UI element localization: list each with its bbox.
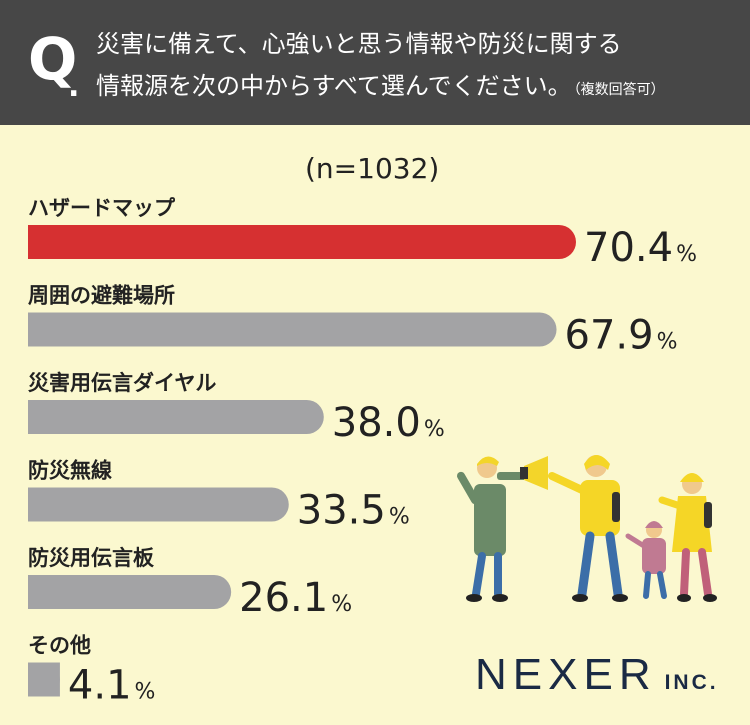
question-line-1: 災害に備えて、心強いと思う情報や防災に関する — [96, 30, 622, 58]
bar — [28, 487, 289, 522]
bar — [28, 400, 324, 434]
value-unit: % — [424, 417, 445, 442]
value-number: 67.9 — [565, 313, 654, 359]
value-number: 33.5 — [297, 488, 386, 534]
bar-left-edge — [28, 312, 62, 347]
value-unit: % — [331, 592, 352, 617]
bar — [28, 225, 576, 259]
question-header: Q . 災害に備えて、心強いと思う情報や防災に関する 情報源を次の中からすべて選… — [0, 0, 750, 125]
brand-logo: NEXER INC. — [475, 650, 719, 700]
bar-left-edge — [28, 225, 62, 259]
person-child — [625, 521, 667, 599]
value-unit: % — [389, 505, 410, 530]
bar — [28, 312, 557, 347]
value-label: 4.1% — [68, 663, 156, 709]
person-father — [548, 455, 628, 602]
sample-size-label: (n=1032) — [305, 152, 440, 185]
value-unit: % — [135, 680, 156, 705]
bar-left-edge — [28, 400, 62, 434]
value-number: 26.1 — [239, 575, 328, 621]
category-label: その他 — [28, 634, 91, 658]
question-mark: Q — [28, 25, 78, 93]
value-number: 70.4 — [584, 225, 673, 271]
value-label: 70.4% — [584, 225, 697, 271]
value-label: 26.1% — [239, 575, 352, 621]
bar-left-edge — [28, 662, 60, 697]
category-label: ハザードマップ — [28, 196, 176, 220]
brand-suffix: INC. — [664, 671, 719, 694]
question-dot: . — [68, 69, 80, 104]
question-line-2-text: 情報源を次の中からすべて選んでください。 — [96, 72, 572, 100]
category-label: 災害用伝言ダイヤル — [28, 371, 216, 395]
brand-name: NEXER — [475, 650, 657, 699]
category-label: 防災無線 — [28, 459, 112, 483]
bar — [28, 575, 232, 609]
value-unit: % — [676, 242, 697, 267]
category-label: 防災用伝言板 — [28, 546, 155, 570]
value-number: 38.0 — [332, 400, 421, 446]
family-illustration — [457, 455, 717, 602]
value-unit: % — [657, 330, 678, 355]
value-label: 33.5% — [297, 488, 410, 534]
bar-left-edge — [28, 575, 62, 609]
value-number: 4.1 — [68, 663, 132, 709]
bar-left-edge — [28, 487, 62, 522]
question-line-2: 情報源を次の中からすべて選んでください。 （複数回答可） — [96, 74, 665, 98]
person-with-megaphone — [457, 456, 548, 602]
value-label: 38.0% — [332, 400, 445, 446]
question-note: （複数回答可） — [573, 82, 665, 98]
value-label: 67.9% — [565, 313, 678, 359]
person-mother — [658, 473, 717, 602]
category-label: 周囲の避難場所 — [28, 284, 175, 308]
